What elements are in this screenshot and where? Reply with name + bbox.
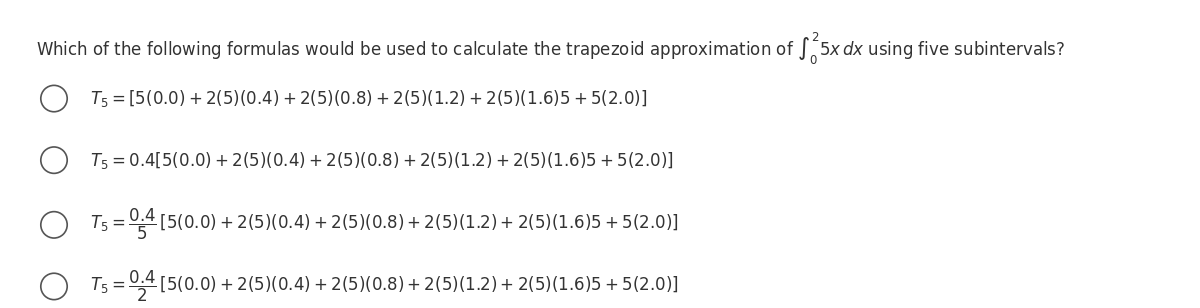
Text: $T_5 = 0.4[5(0.0) + 2(5)(0.4) + 2(5)(0.8) + 2(5)(1.2) + 2(5)(1.6)5 + 5(2.0)]$: $T_5 = 0.4[5(0.0) + 2(5)(0.4) + 2(5)(0.8… — [90, 150, 674, 171]
Text: $T_5 = [5(0.0) + 2(5)(0.4) + 2(5)(0.8) + 2(5)(1.2) + 2(5)(1.6)5 + 5(2.0)]$: $T_5 = [5(0.0) + 2(5)(0.4) + 2(5)(0.8) +… — [90, 88, 648, 109]
Text: $T_5 = \dfrac{0.4}{5}\,[5(0.0) + 2(5)(0.4) + 2(5)(0.8) + 2(5)(1.2) + 2(5)(1.6)5 : $T_5 = \dfrac{0.4}{5}\,[5(0.0) + 2(5)(0.… — [90, 207, 679, 242]
Text: $T_5 = \dfrac{0.4}{2}\,[5(0.0) + 2(5)(0.4) + 2(5)(0.8) + 2(5)(1.2) + 2(5)(1.6)5 : $T_5 = \dfrac{0.4}{2}\,[5(0.0) + 2(5)(0.… — [90, 269, 679, 304]
Text: Which of the following formulas would be used to calculate the trapezoid approxi: Which of the following formulas would be… — [36, 31, 1066, 67]
